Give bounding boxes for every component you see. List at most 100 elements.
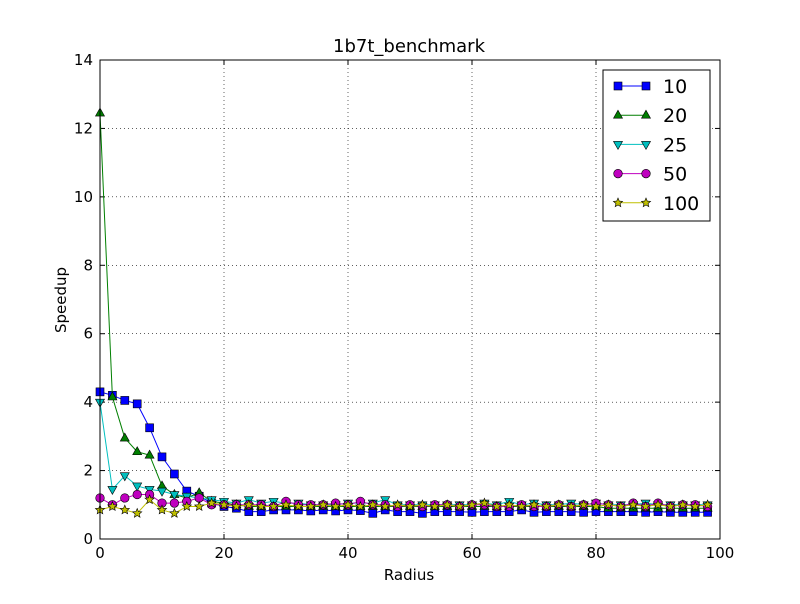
- legend-label: 20: [663, 105, 687, 127]
- data-point: [627, 499, 639, 510]
- data-point: [132, 489, 142, 500]
- legend-item: 25: [612, 134, 687, 156]
- plot-frame: [99, 59, 721, 540]
- data-point: [355, 500, 366, 512]
- data-point: [193, 500, 205, 512]
- data-point: [603, 499, 614, 510]
- data-point: [689, 500, 701, 512]
- data-point: [454, 500, 465, 512]
- legend-marker: [612, 109, 624, 119]
- x-tick-label: 20: [214, 544, 233, 562]
- data-point: [367, 499, 379, 510]
- data-point: [144, 449, 155, 459]
- legend-label: 10: [663, 76, 687, 98]
- data-point: [268, 500, 279, 512]
- data-point: [368, 509, 378, 518]
- data-point: [317, 499, 329, 510]
- data-point: [379, 500, 391, 512]
- x-axis-label: Radius: [384, 566, 434, 584]
- axis-ticks: 0 20 40 60 80 100 0 2 4 6 8 10 12 14: [74, 51, 734, 562]
- data-point: [132, 399, 142, 409]
- legend-item: 20: [612, 105, 687, 127]
- data-point: [169, 498, 179, 508]
- data-point: [491, 500, 503, 512]
- data-point: [132, 446, 143, 456]
- y-tick-label: 4: [83, 393, 93, 411]
- data-point: [169, 507, 180, 518]
- legend-box: [602, 69, 711, 222]
- data-point: [615, 500, 627, 512]
- data-point: [170, 469, 179, 479]
- legend-item: 100: [612, 193, 699, 215]
- data-point: [305, 500, 317, 512]
- data-point: [578, 499, 589, 510]
- data-point: [119, 472, 130, 482]
- x-tick-label: 60: [462, 544, 481, 562]
- data-point: [665, 500, 676, 512]
- data-point: [206, 497, 217, 508]
- data-point: [503, 499, 515, 510]
- y-tick-label: 14: [74, 51, 93, 69]
- data-point: [131, 507, 143, 518]
- chart-title: 1b7t_benchmark: [333, 36, 486, 57]
- data-point: [541, 500, 552, 512]
- legend-label: 100: [663, 193, 699, 215]
- legend-marker: [612, 197, 624, 208]
- legend-marker: [640, 197, 652, 208]
- data-point: [417, 499, 428, 510]
- data-point: [181, 500, 193, 512]
- data-point: [169, 491, 180, 501]
- data-point: [120, 396, 130, 405]
- data-point: [404, 500, 416, 512]
- data-point: [132, 482, 143, 492]
- data-point: [156, 504, 168, 515]
- data-point: [441, 499, 453, 510]
- legend: 10 20 25 50 100: [602, 69, 711, 222]
- data-point: [330, 500, 341, 512]
- data-point: [553, 499, 565, 510]
- data-point: [120, 493, 130, 503]
- data-point: [342, 499, 354, 510]
- legend-marker: [641, 81, 651, 91]
- data-point: [107, 391, 118, 401]
- data-point: [392, 499, 403, 510]
- data-point: [565, 500, 577, 512]
- data-point: [702, 499, 713, 510]
- data-point: [590, 500, 602, 512]
- y-tick-label: 8: [83, 256, 93, 274]
- data-point: [145, 423, 154, 433]
- data-point: [528, 499, 540, 510]
- data-point: [293, 500, 304, 512]
- legend-marker: [612, 141, 624, 151]
- data-point: [156, 487, 168, 497]
- data-point: [429, 500, 441, 512]
- data-point: [218, 499, 230, 510]
- x-tick-label: 0: [95, 544, 105, 562]
- data-point: [516, 500, 527, 512]
- legend-marker: [640, 141, 652, 151]
- data-point: [466, 499, 478, 510]
- x-tick-label: 40: [338, 544, 357, 562]
- x-tick-label: 80: [586, 544, 605, 562]
- y-tick-label: 12: [74, 119, 93, 137]
- data-point: [107, 500, 118, 512]
- data-point: [640, 500, 651, 512]
- legend-marker: [641, 169, 651, 179]
- y-tick-label: 0: [83, 530, 93, 548]
- data-point: [280, 499, 292, 510]
- legend-item: 10: [613, 76, 687, 98]
- y-tick-label: 6: [83, 325, 93, 343]
- legend-label: 25: [663, 134, 687, 156]
- legend-item: 50: [613, 164, 687, 186]
- data-point: [652, 499, 664, 510]
- data-point: [119, 504, 131, 515]
- legend-marker: [613, 81, 623, 91]
- series-100: [94, 494, 713, 518]
- data-point: [107, 486, 118, 496]
- legend-marker: [613, 169, 623, 179]
- series-10: [95, 387, 712, 518]
- data-point: [243, 499, 255, 510]
- data-point: [677, 499, 689, 510]
- x-tick-label: 100: [706, 544, 735, 562]
